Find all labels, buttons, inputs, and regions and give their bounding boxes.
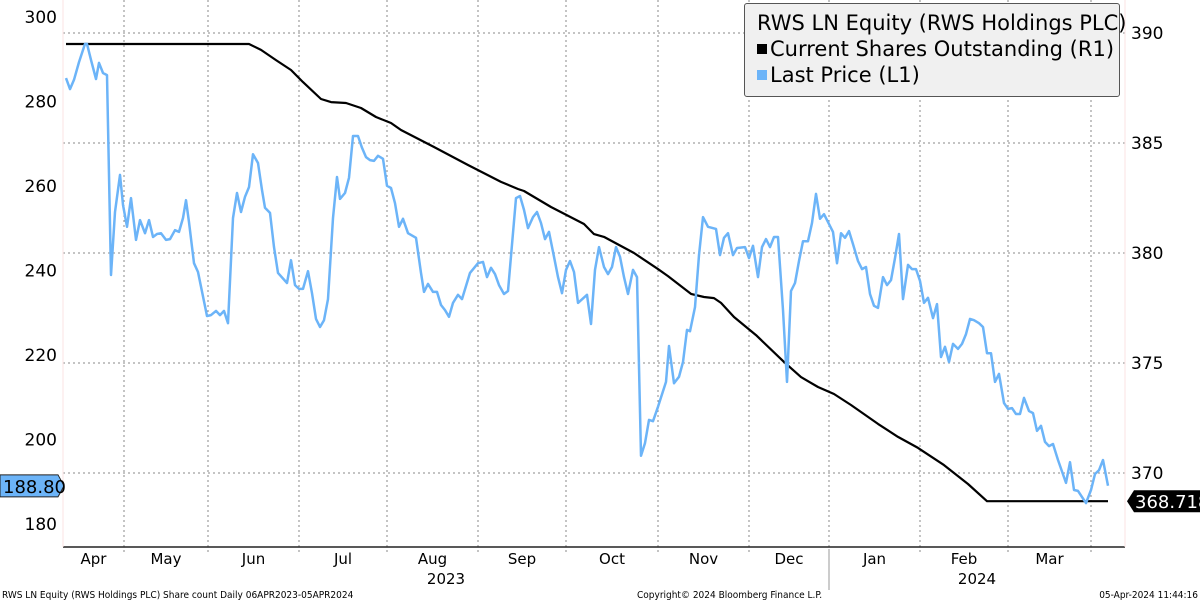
shares-outstanding-tag-value: 368.718 [1135, 492, 1200, 513]
left-axis-tick-label: 180 [25, 515, 57, 535]
x-axis-month-label: May [150, 550, 181, 568]
x-axis-year-label: 2024 [958, 570, 996, 588]
legend-swatch-black [757, 44, 767, 54]
left-axis-tick-label: 220 [25, 346, 57, 366]
x-axis-month-label: Mar [1035, 550, 1064, 568]
left-axis-tick-label: 280 [25, 93, 57, 113]
footer-description: RWS LN Equity (RWS Holdings PLC) Share c… [2, 590, 354, 601]
legend: RWS LN Equity (RWS Holdings PLC) Current… [744, 3, 1127, 97]
legend-title: RWS LN Equity (RWS Holdings PLC) [757, 11, 1127, 35]
shares-outstanding-tag [1127, 490, 1200, 513]
left-axis-tick-label: 240 [25, 262, 57, 282]
x-axis-year-label: 2023 [427, 570, 465, 588]
x-axis-month-label: Apr [81, 550, 108, 568]
left-axis-tick-label: 260 [25, 177, 57, 197]
x-axis-month-label: Nov [689, 550, 718, 568]
legend-item-shares: Current Shares Outstanding (R1) [757, 36, 1114, 62]
legend-item-price: Last Price (L1) [757, 62, 1109, 88]
right-axis-tick-label: 390 [1131, 24, 1163, 44]
left-axis-tick-label: 200 [25, 431, 57, 451]
footer-copyright: Copyright© 2024 Bloomberg Finance L.P. [637, 590, 823, 601]
left-axis-tick-label: 300 [25, 8, 57, 28]
right-axis-tick-label: 385 [1131, 134, 1163, 154]
shares-outstanding-line [66, 42, 1108, 503]
x-axis-month-label: Jan [862, 550, 886, 568]
x-axis-month-label: Oct [599, 550, 625, 568]
legend-swatch-blue [757, 70, 767, 80]
x-axis-month-label: Dec [774, 550, 803, 568]
last-price-tag [0, 474, 65, 498]
x-axis-month-label: Sep [508, 550, 536, 568]
last-price-tag-value: 188.80 [3, 477, 66, 498]
x-axis-month-label: Feb [951, 550, 978, 568]
footer-timestamp: 05-Apr-2024 11:44:16 [1099, 590, 1198, 601]
legend-label-shares: Current Shares Outstanding (R1) [770, 37, 1115, 61]
x-axis-month-label: Jul [333, 550, 352, 568]
legend-label-price: Last Price (L1) [770, 63, 920, 87]
right-axis-tick-label: 375 [1131, 354, 1163, 374]
x-axis-month-label: Jun [241, 550, 265, 568]
right-axis-tick-label: 370 [1131, 464, 1163, 484]
right-axis-tick-label: 380 [1131, 244, 1163, 264]
last-price-line [64, 42, 1110, 505]
x-axis-month-label: Aug [418, 550, 447, 568]
